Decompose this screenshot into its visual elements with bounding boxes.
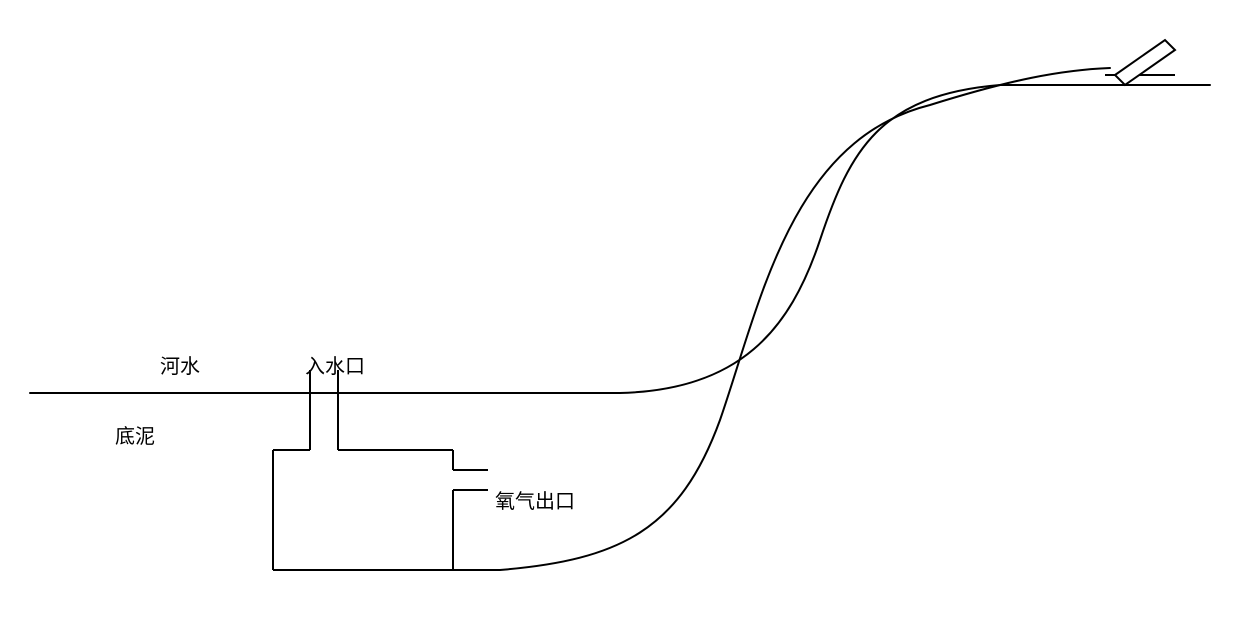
label-oxygen-outlet: 氧气出口 [495, 485, 575, 514]
diagram-canvas [0, 0, 1239, 630]
solar-panel-icon [1115, 40, 1175, 85]
bank-curve [30, 85, 1210, 393]
label-water-inlet: 入水口 [305, 350, 365, 379]
label-river-water: 河水 [160, 350, 200, 379]
label-sediment: 底泥 [115, 420, 155, 449]
